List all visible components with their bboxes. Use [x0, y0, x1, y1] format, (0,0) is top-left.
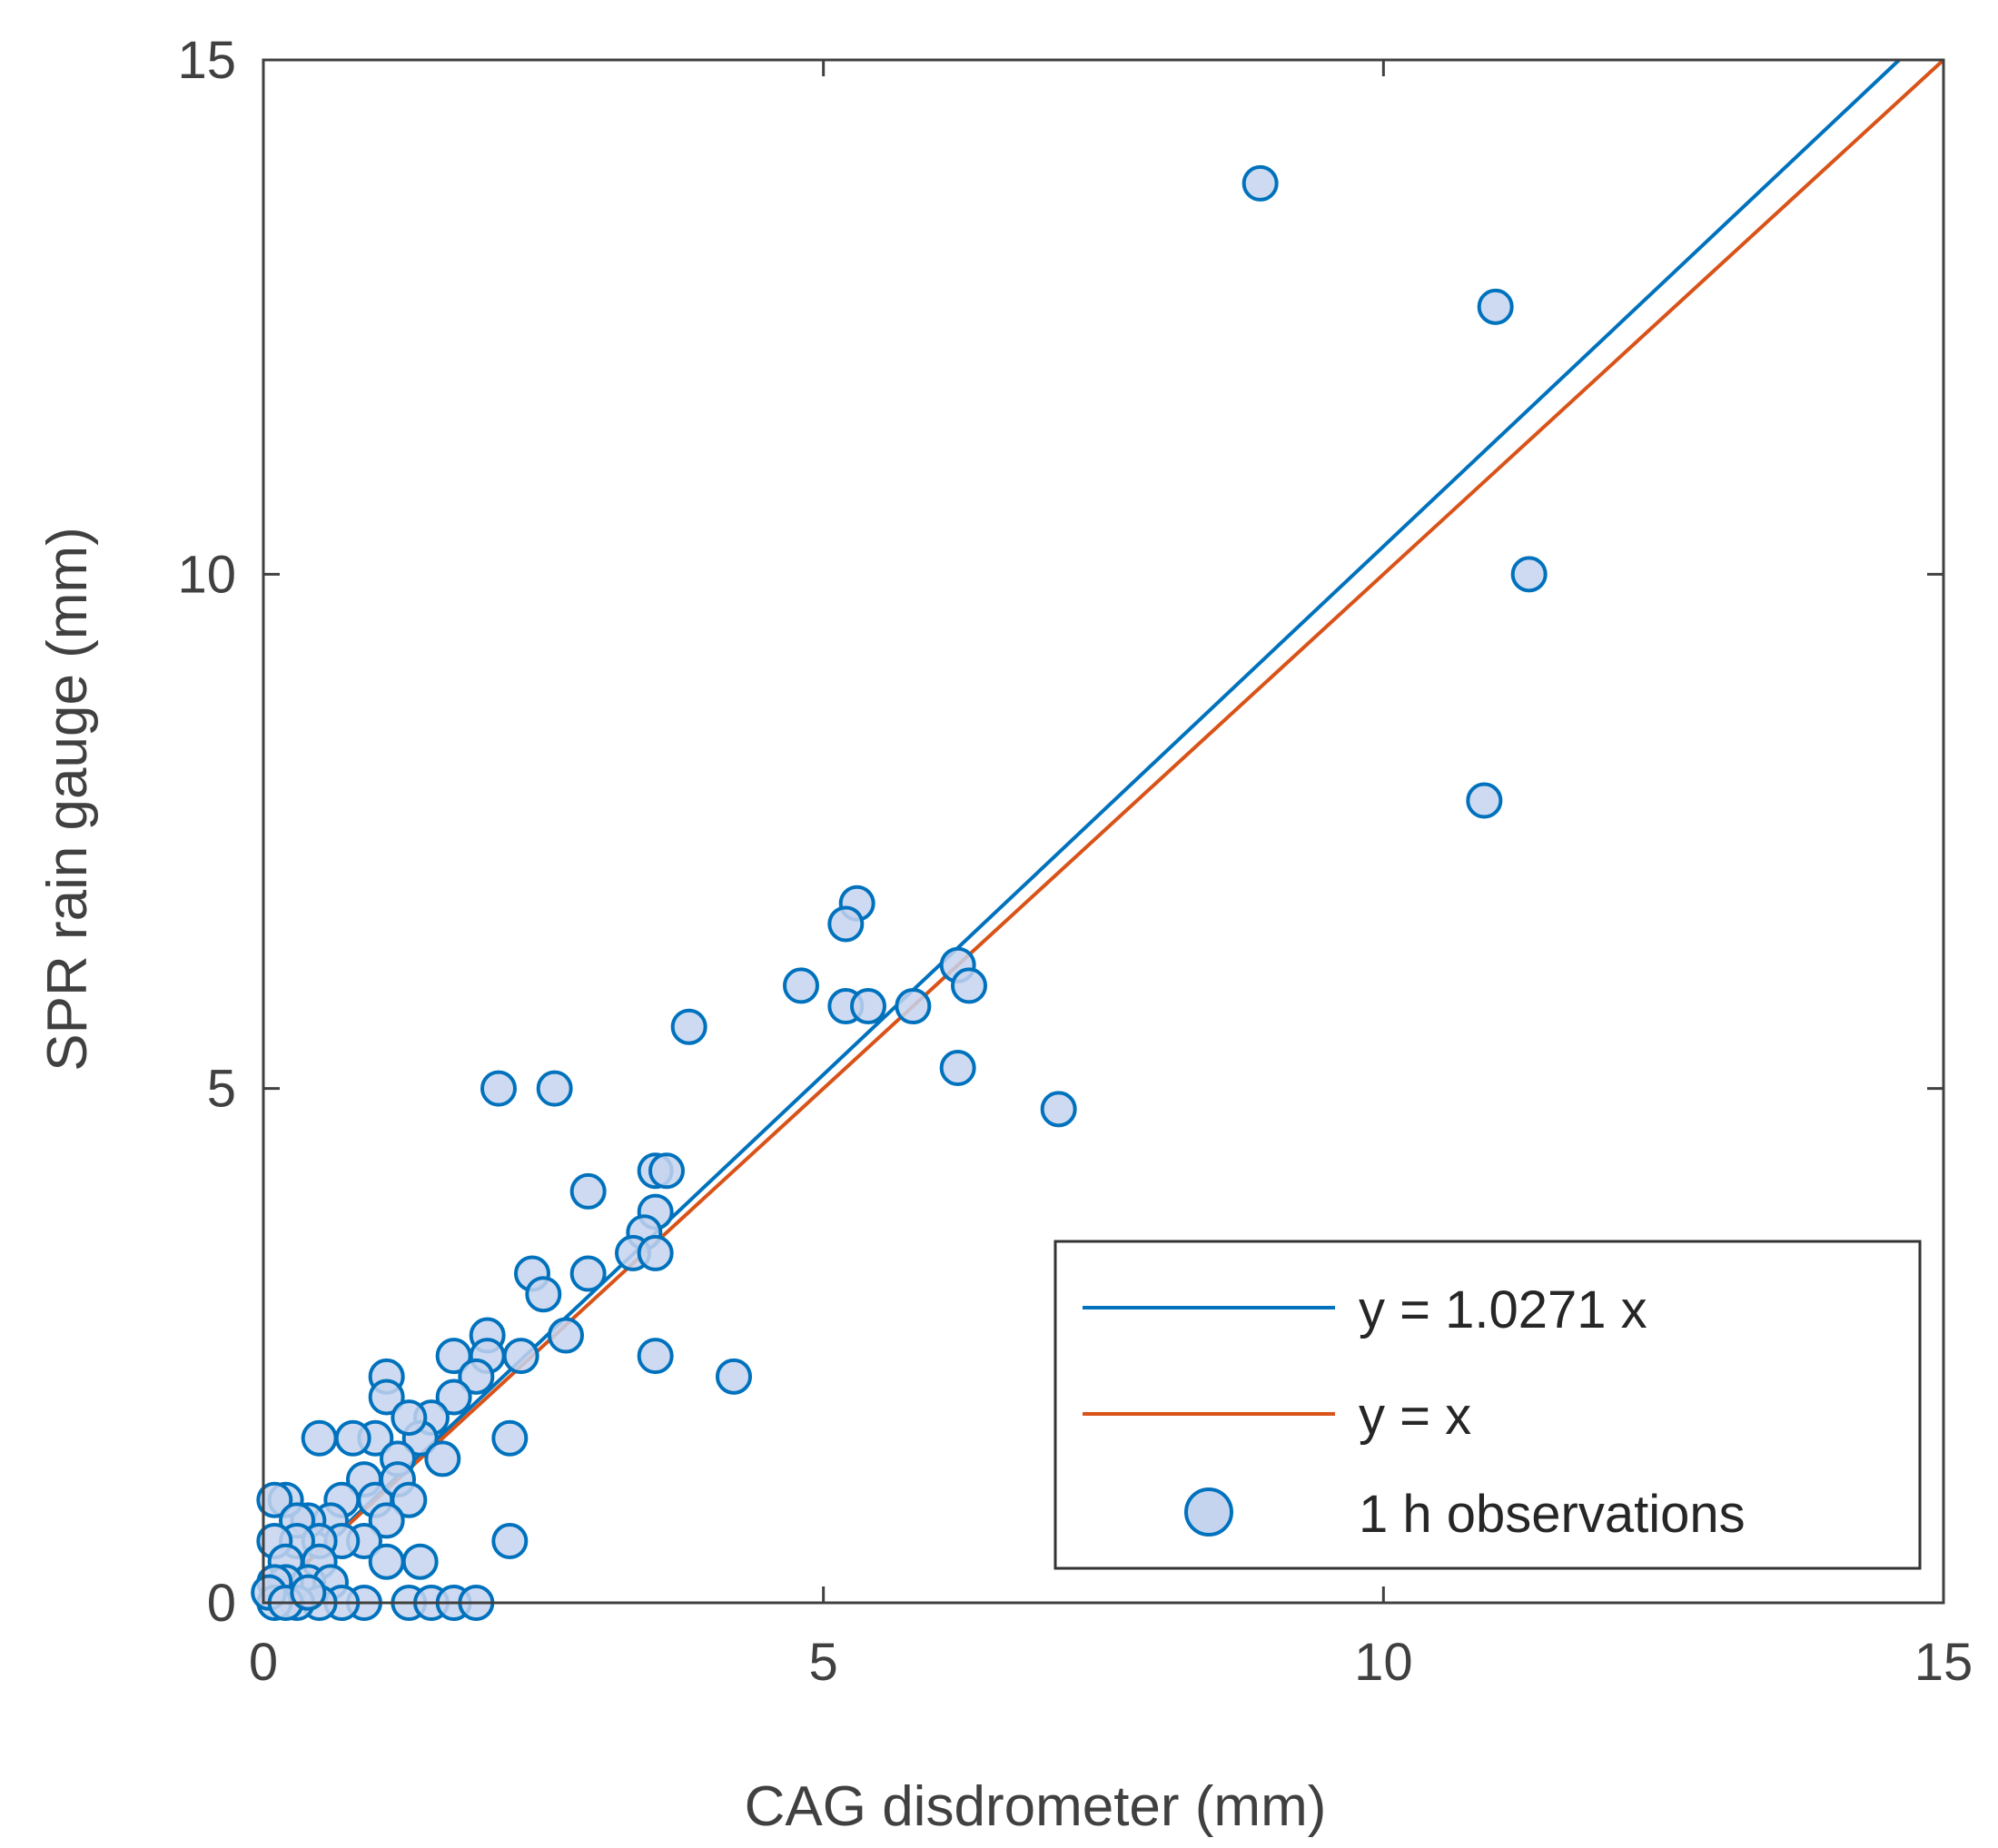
data-point [670, 1008, 707, 1045]
data-point [256, 1481, 293, 1518]
legend-label-fit: y = 1.0271 x [1359, 1280, 1647, 1339]
data-point [435, 1338, 472, 1375]
data-point [783, 967, 819, 1004]
data-point [391, 1399, 428, 1437]
axes-frame [262, 58, 1945, 1605]
fit-lines [262, 58, 1945, 1605]
data-point [850, 988, 886, 1025]
data-point [569, 1255, 607, 1292]
data-point [480, 1070, 517, 1107]
legend-marker-observations [1184, 1487, 1233, 1537]
data-point [939, 1050, 976, 1087]
data-point [502, 1338, 539, 1375]
x-tick-label: 15 [1914, 1633, 1973, 1692]
legend: y = 1.0271 x y = x 1 h observations [1053, 1240, 1922, 1570]
data-point [1241, 164, 1279, 202]
y-axis-label: SPR rain gauge (mm) [36, 527, 99, 1072]
data-point [401, 1543, 439, 1580]
data-point [435, 1379, 472, 1416]
data-point [1477, 288, 1514, 325]
x-tick-label: 10 [1354, 1633, 1413, 1692]
data-point [301, 1419, 338, 1457]
data-point [491, 1523, 529, 1560]
data-point [951, 967, 987, 1004]
data-point [1466, 782, 1503, 819]
data-point [290, 1574, 327, 1611]
data-point [569, 1172, 607, 1210]
data-point [548, 1317, 584, 1354]
identity-line [262, 58, 1945, 1605]
legend-label-identity: y = x [1359, 1387, 1471, 1446]
data-point [637, 1234, 674, 1271]
data-point [368, 1502, 405, 1539]
data-point [458, 1358, 495, 1395]
data-point [637, 1338, 674, 1375]
data-point [895, 988, 932, 1025]
data-point [525, 1276, 562, 1313]
data-point [1040, 1091, 1077, 1128]
data-point [391, 1481, 428, 1518]
data-point [368, 1379, 405, 1416]
y-tick-label: 0 [207, 1574, 236, 1633]
axes: 0 5 10 15 0 5 10 15 [177, 31, 1973, 1692]
data-point [491, 1419, 529, 1457]
data-point [648, 1152, 685, 1190]
data-point [1510, 556, 1548, 593]
data-point [334, 1419, 371, 1457]
x-tick-label: 0 [249, 1633, 278, 1692]
y-tick-label: 5 [207, 1060, 236, 1119]
data-point [368, 1543, 405, 1580]
data-point [716, 1358, 752, 1395]
data-point [827, 905, 865, 943]
data-point [424, 1440, 461, 1477]
legend-label-observations: 1 h observations [1359, 1485, 1746, 1544]
x-tick-label: 5 [809, 1633, 838, 1692]
y-tick-label: 10 [177, 545, 236, 604]
y-tick-label: 15 [177, 31, 236, 90]
fit-line [262, 58, 1901, 1605]
data-point [536, 1070, 573, 1107]
x-axis-label: CAG disdrometer (mm) [745, 1775, 1327, 1838]
